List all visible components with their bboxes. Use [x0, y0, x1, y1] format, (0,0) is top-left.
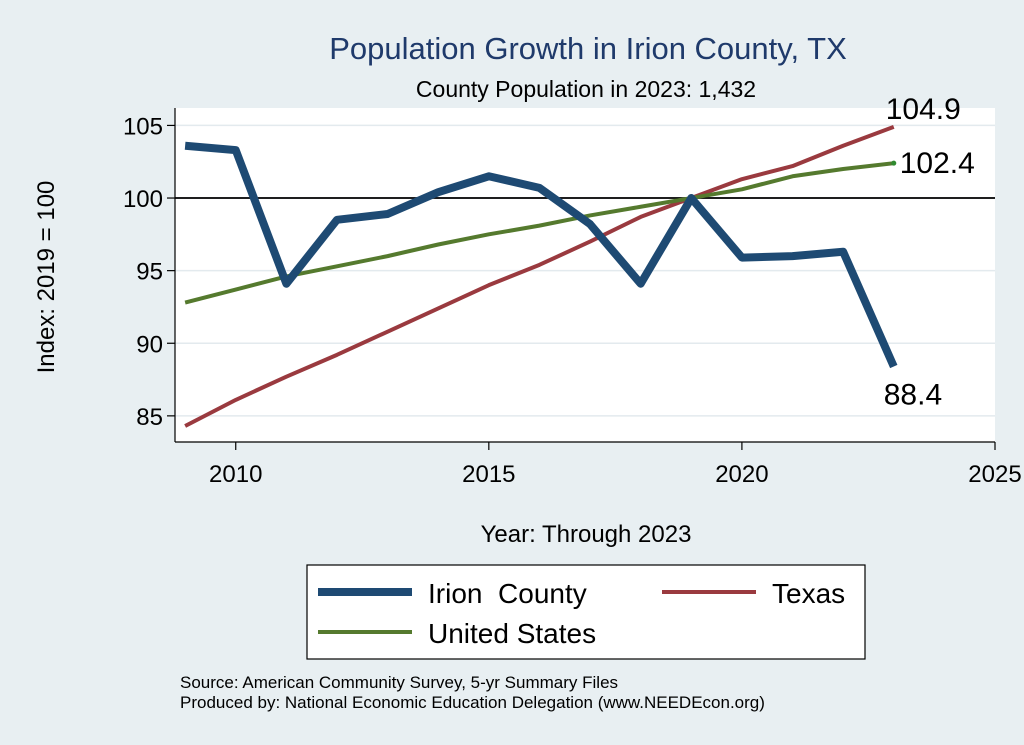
- series-layer: [184, 125, 898, 428]
- y-tick-label: 85: [136, 404, 163, 431]
- x-tick-label: 2010: [209, 461, 262, 488]
- x-tick-label: 2020: [715, 461, 768, 488]
- legend-label-united-states: United States: [428, 618, 596, 649]
- data-point-united-states: [891, 160, 897, 166]
- x-tick-label: 2025: [968, 461, 1021, 488]
- end-labels: 104.9 102.4 88.4: [884, 93, 975, 412]
- y-tick-label: 90: [136, 331, 163, 358]
- x-tick-label: 2015: [462, 461, 515, 488]
- series-line-united-states: [184, 161, 894, 305]
- series-line-texas: [184, 125, 895, 428]
- axes: 85 90 95 100 105 2010 2015 2020 2025: [123, 108, 1022, 488]
- end-label-united-states: 102.4: [900, 147, 975, 180]
- source-note: Source: American Community Survey, 5-yr …: [180, 673, 618, 692]
- legend: Irion County Texas United States: [306, 564, 866, 660]
- y-tick-label: 100: [123, 186, 163, 213]
- chart-subtitle: County Population in 2023: 1,432: [416, 76, 756, 102]
- plot-area: [175, 108, 995, 442]
- end-label-texas: 104.9: [886, 93, 961, 126]
- x-axis-title: Year: Through 2023: [481, 521, 692, 548]
- legend-box: [306, 564, 866, 660]
- legend-label-irion-county: Irion County: [428, 578, 587, 609]
- y-tick-label: 95: [136, 259, 163, 286]
- chart-title: Population Growth in Irion County, TX: [329, 31, 847, 66]
- y-axis-title: Index: 2019 = 100: [33, 181, 60, 374]
- legend-label-texas: Texas: [772, 578, 845, 609]
- producer-note: Produced by: National Economic Education…: [180, 693, 765, 712]
- end-label-irion-county: 88.4: [884, 378, 942, 411]
- series-line-irion-county: [184, 141, 898, 369]
- y-tick-label: 105: [123, 113, 163, 140]
